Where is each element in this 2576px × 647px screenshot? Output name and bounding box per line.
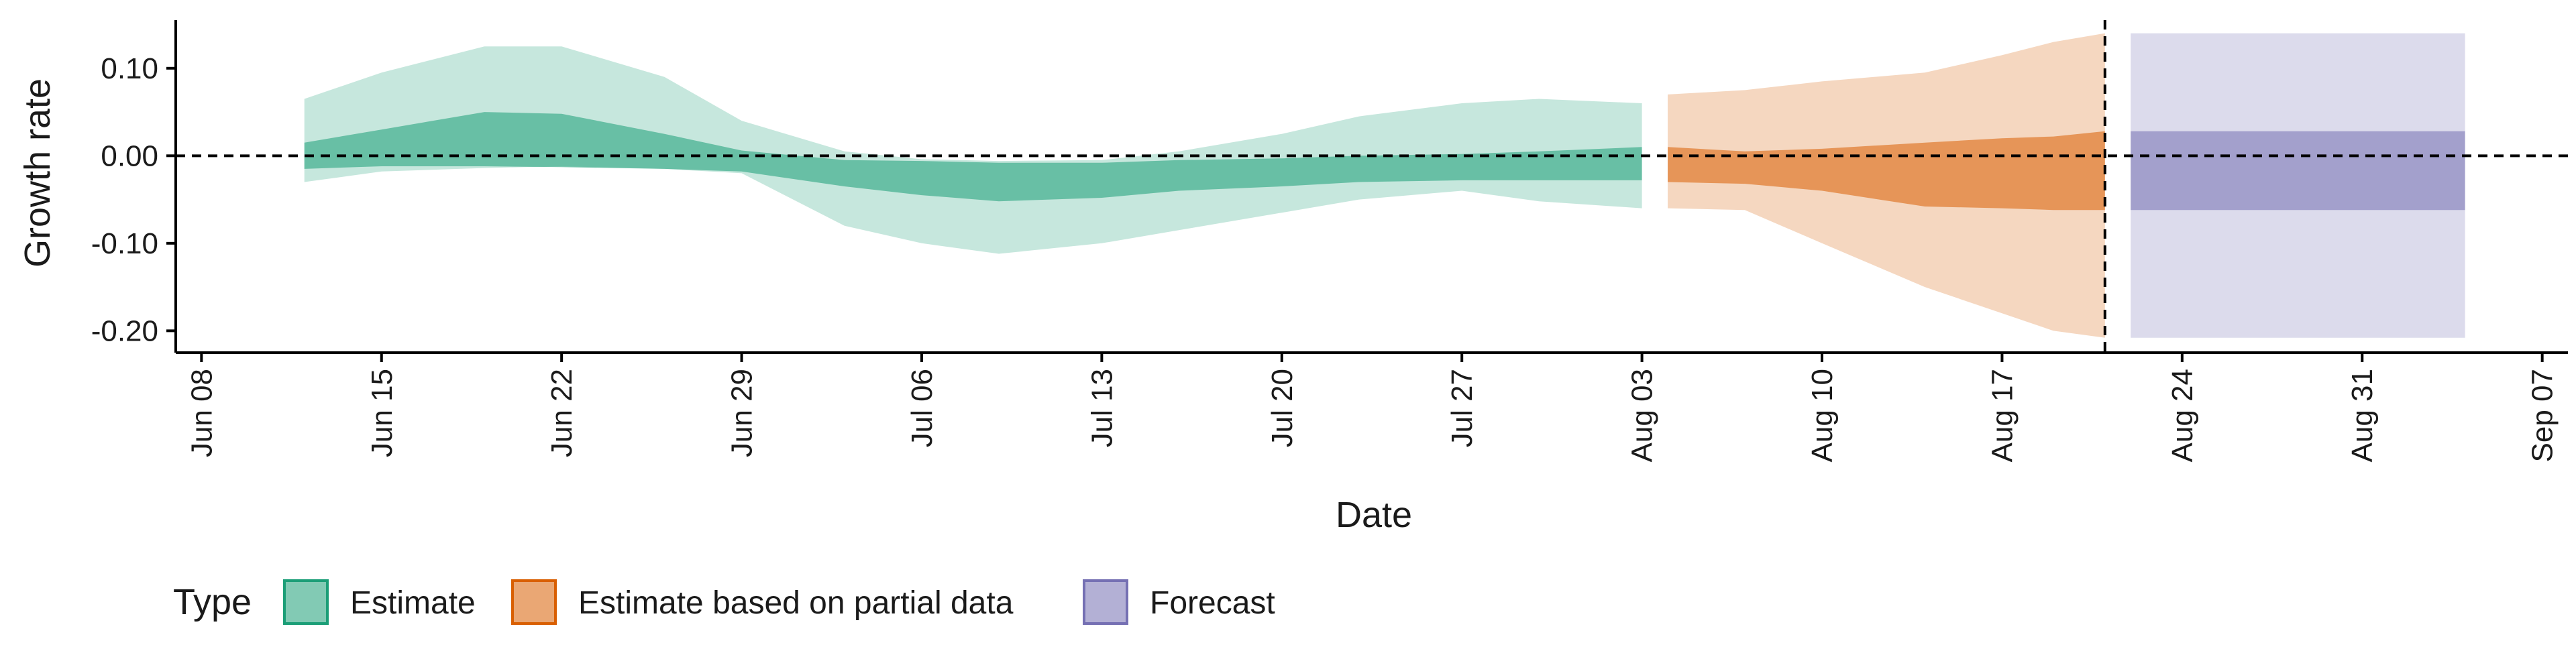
legend: Type Estimate Estimate based on partial da… bbox=[173, 579, 1275, 625]
x-axis-title: Date bbox=[1336, 495, 1412, 535]
x-tick-label: Jun 08 bbox=[185, 369, 218, 457]
legend-label-1: Estimate based on partial data bbox=[578, 585, 1014, 621]
series-1-inner-band bbox=[1668, 131, 2105, 211]
x-tick-label: Aug 24 bbox=[2166, 369, 2199, 462]
axes: 0.10 0.00 -0.10 -0.20 Jun 08 Jun 15 Jun 22 Jun … bbox=[91, 20, 2568, 462]
legend-label-0: Estimate bbox=[350, 585, 476, 621]
legend-key-0 bbox=[283, 579, 329, 625]
x-tick-label: Sep 07 bbox=[2526, 369, 2559, 462]
x-tick-label: Aug 17 bbox=[1986, 369, 2019, 462]
y-tick-label: -0.10 bbox=[91, 227, 158, 260]
x-tick-label: Jul 06 bbox=[906, 369, 938, 447]
reference-lines bbox=[176, 20, 2568, 353]
y-tick-label: 0.10 bbox=[101, 52, 158, 85]
x-tick-label: Jul 27 bbox=[1446, 369, 1479, 447]
x-tick-label: Jun 15 bbox=[366, 369, 398, 457]
x-tick-label: Aug 03 bbox=[1626, 369, 1659, 462]
series-0-inner-band bbox=[304, 112, 1642, 202]
x-tick-label: Jun 22 bbox=[545, 369, 578, 457]
x-tick-label: Jul 20 bbox=[1266, 369, 1299, 447]
uncertainty-bands bbox=[304, 33, 2465, 338]
series-0-outer-band bbox=[304, 46, 1642, 254]
legend-label-2: Forecast bbox=[1150, 585, 1275, 621]
series-2-inner-band bbox=[2131, 131, 2465, 211]
y-tick-label: -0.20 bbox=[91, 314, 158, 347]
legend-key-2 bbox=[1083, 579, 1128, 625]
legend-title: Type bbox=[173, 582, 252, 622]
x-tick-label: Jun 29 bbox=[726, 369, 759, 457]
x-tick-label: Aug 31 bbox=[2346, 369, 2379, 462]
y-tick-label: 0.00 bbox=[101, 139, 158, 172]
legend-key-1 bbox=[511, 579, 557, 625]
x-tick-label: Aug 10 bbox=[1806, 369, 1839, 462]
y-axis-title: Growth rate bbox=[17, 78, 58, 268]
x-tick-label: Jul 13 bbox=[1085, 369, 1118, 447]
